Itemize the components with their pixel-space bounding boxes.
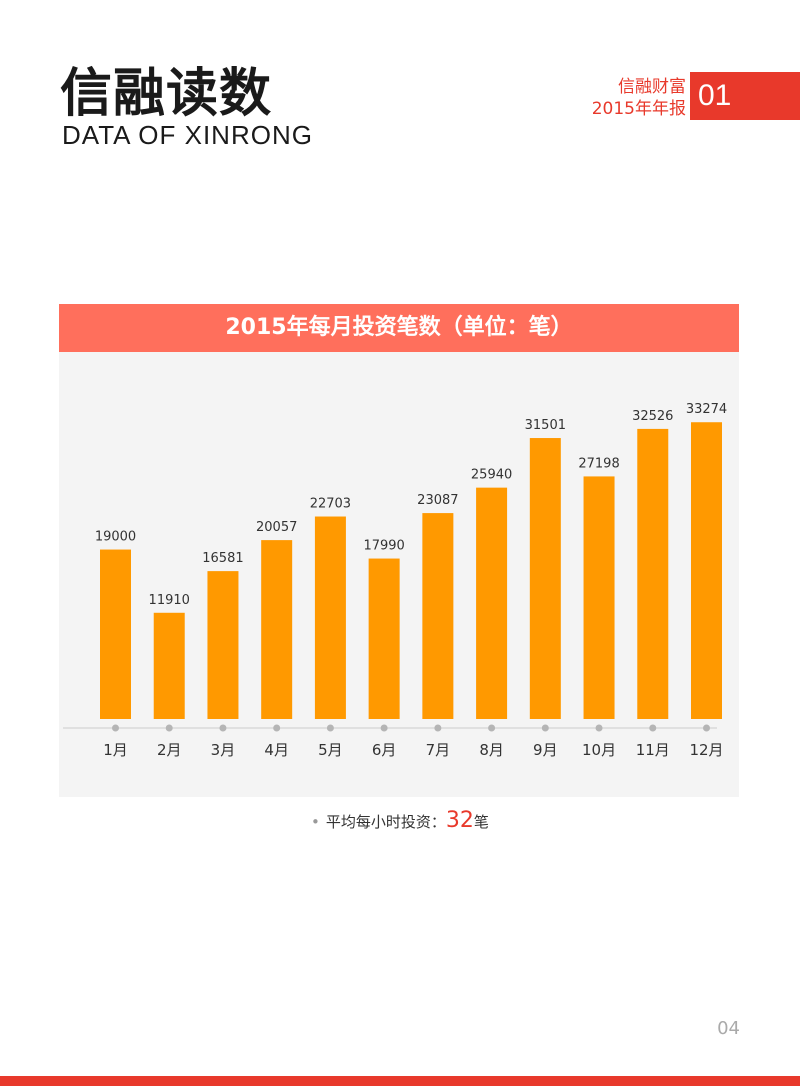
bar-5 xyxy=(314,516,346,719)
data-label-12: 33274 xyxy=(686,402,727,417)
data-label-9: 31501 xyxy=(525,418,566,433)
bar-12 xyxy=(691,422,722,719)
bar-2 xyxy=(153,612,185,719)
bar-9 xyxy=(529,438,561,719)
data-label-4: 20057 xyxy=(256,520,297,535)
chart-title: 2015年每月投资笔数（单位：笔） xyxy=(59,304,739,352)
bar-10 xyxy=(583,476,615,719)
x-tick-label-10: 10月 xyxy=(582,741,616,759)
data-label-5: 22703 xyxy=(310,497,351,512)
chart-card: 2015年每月投资笔数（单位：笔） 19000 1月 11910 2月 16581 3月 2… xyxy=(59,304,739,797)
average-label: 平均每小时投资： xyxy=(325,813,446,831)
x-tick-label-8: 8月 xyxy=(479,741,504,759)
tick-dot-4 xyxy=(273,724,281,732)
report-label: 信融财富 2015年年报 xyxy=(592,76,686,120)
average-value: 32 xyxy=(445,808,474,833)
bar-1 xyxy=(100,549,131,719)
average-unit: 笔 xyxy=(473,813,489,831)
tick-dot-7 xyxy=(434,724,442,732)
section-number-badge: 01 xyxy=(690,72,800,120)
x-tick-label-6: 6月 xyxy=(372,741,397,759)
tick-dot-2 xyxy=(165,724,173,732)
x-tick-label-5: 5月 xyxy=(318,741,343,759)
data-label-2: 11910 xyxy=(149,593,190,608)
x-tick-label-12: 12月 xyxy=(689,741,723,759)
x-tick-label-11: 11月 xyxy=(636,741,670,759)
x-tick-label-4: 4月 xyxy=(264,741,289,759)
tick-dot-12 xyxy=(703,724,710,732)
x-tick-label-3: 3月 xyxy=(211,741,236,759)
bar-6 xyxy=(368,558,400,719)
tick-dot-1 xyxy=(112,724,119,732)
page-subtitle: DATA OF XINRONG xyxy=(62,120,313,150)
data-label-8: 25940 xyxy=(471,468,512,483)
bar-8 xyxy=(476,487,508,719)
data-label-1: 19000 xyxy=(95,530,136,545)
bar-7 xyxy=(422,513,454,719)
data-label-11: 32526 xyxy=(632,409,673,424)
page-title: 信融读数 xyxy=(60,64,273,124)
data-label-6: 17990 xyxy=(363,539,404,554)
data-label-10: 27198 xyxy=(578,456,619,471)
data-label-7: 23087 xyxy=(417,493,458,508)
bar-11 xyxy=(637,428,669,719)
x-tick-label-9: 9月 xyxy=(533,741,558,759)
data-label-3: 16581 xyxy=(202,551,243,566)
x-tick-label-7: 7月 xyxy=(426,741,451,759)
report-name: 2015年年报 xyxy=(591,99,686,119)
tick-dot-11 xyxy=(649,724,657,732)
tick-dot-6 xyxy=(380,724,388,732)
bottom-accent-bar xyxy=(0,1076,800,1086)
bullet-dot-icon: • xyxy=(311,813,320,831)
average-summary: • 平均每小时投资：32笔 xyxy=(0,808,800,833)
page-number: 04 xyxy=(717,1018,740,1039)
bar-4 xyxy=(261,540,293,719)
tick-dot-10 xyxy=(595,724,603,732)
tick-dot-3 xyxy=(219,724,227,732)
company-name: 信融财富 xyxy=(618,77,686,97)
tick-dot-9 xyxy=(541,724,549,732)
bar-chart: 19000 1月 11910 2月 16581 3月 20057 4月 22703 5月 17990… xyxy=(63,402,727,759)
x-tick-label-1: 1月 xyxy=(103,741,128,759)
x-tick-label-2: 2月 xyxy=(157,741,182,759)
tick-dot-5 xyxy=(326,724,334,732)
tick-dot-8 xyxy=(488,724,496,732)
bar-3 xyxy=(207,571,239,719)
